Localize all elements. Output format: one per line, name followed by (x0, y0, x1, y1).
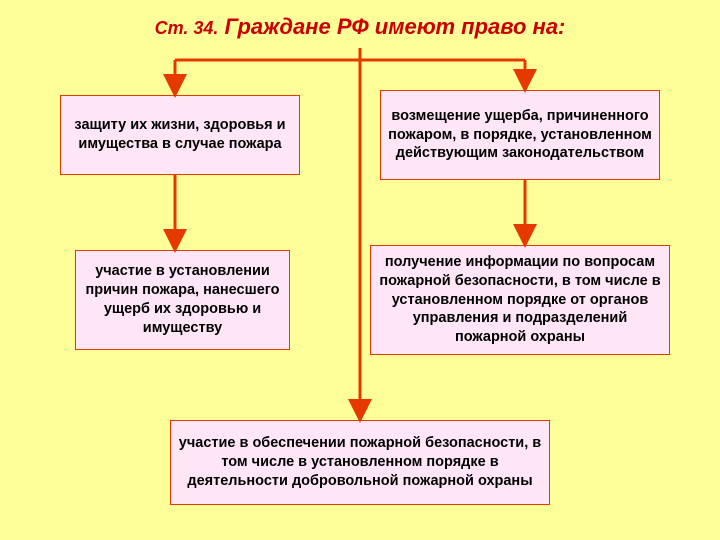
box-text: возмещение ущерба, причиненного пожаром,… (387, 107, 653, 164)
box-text: получение информации по вопросам пожарно… (377, 253, 663, 347)
box-participation: участие в обеспечении пожарной безопасно… (170, 420, 550, 505)
box-compensation: возмещение ущерба, причиненного пожаром,… (380, 90, 660, 180)
box-text: участие в установлении причин пожара, на… (82, 262, 283, 337)
title-prefix: Ст. 34. (155, 18, 219, 38)
page-title: Ст. 34. Граждане РФ имеют право на: (0, 14, 720, 40)
box-text: участие в обеспечении пожарной безопасно… (177, 434, 543, 491)
title-main: Граждане РФ имеют право на: (225, 14, 566, 39)
box-information: получение информации по вопросам пожарно… (370, 245, 670, 355)
box-text: защиту их жизни, здоровья и имущества в … (67, 116, 293, 154)
box-causes: участие в установлении причин пожара, на… (75, 250, 290, 350)
box-protection: защиту их жизни, здоровья и имущества в … (60, 95, 300, 175)
